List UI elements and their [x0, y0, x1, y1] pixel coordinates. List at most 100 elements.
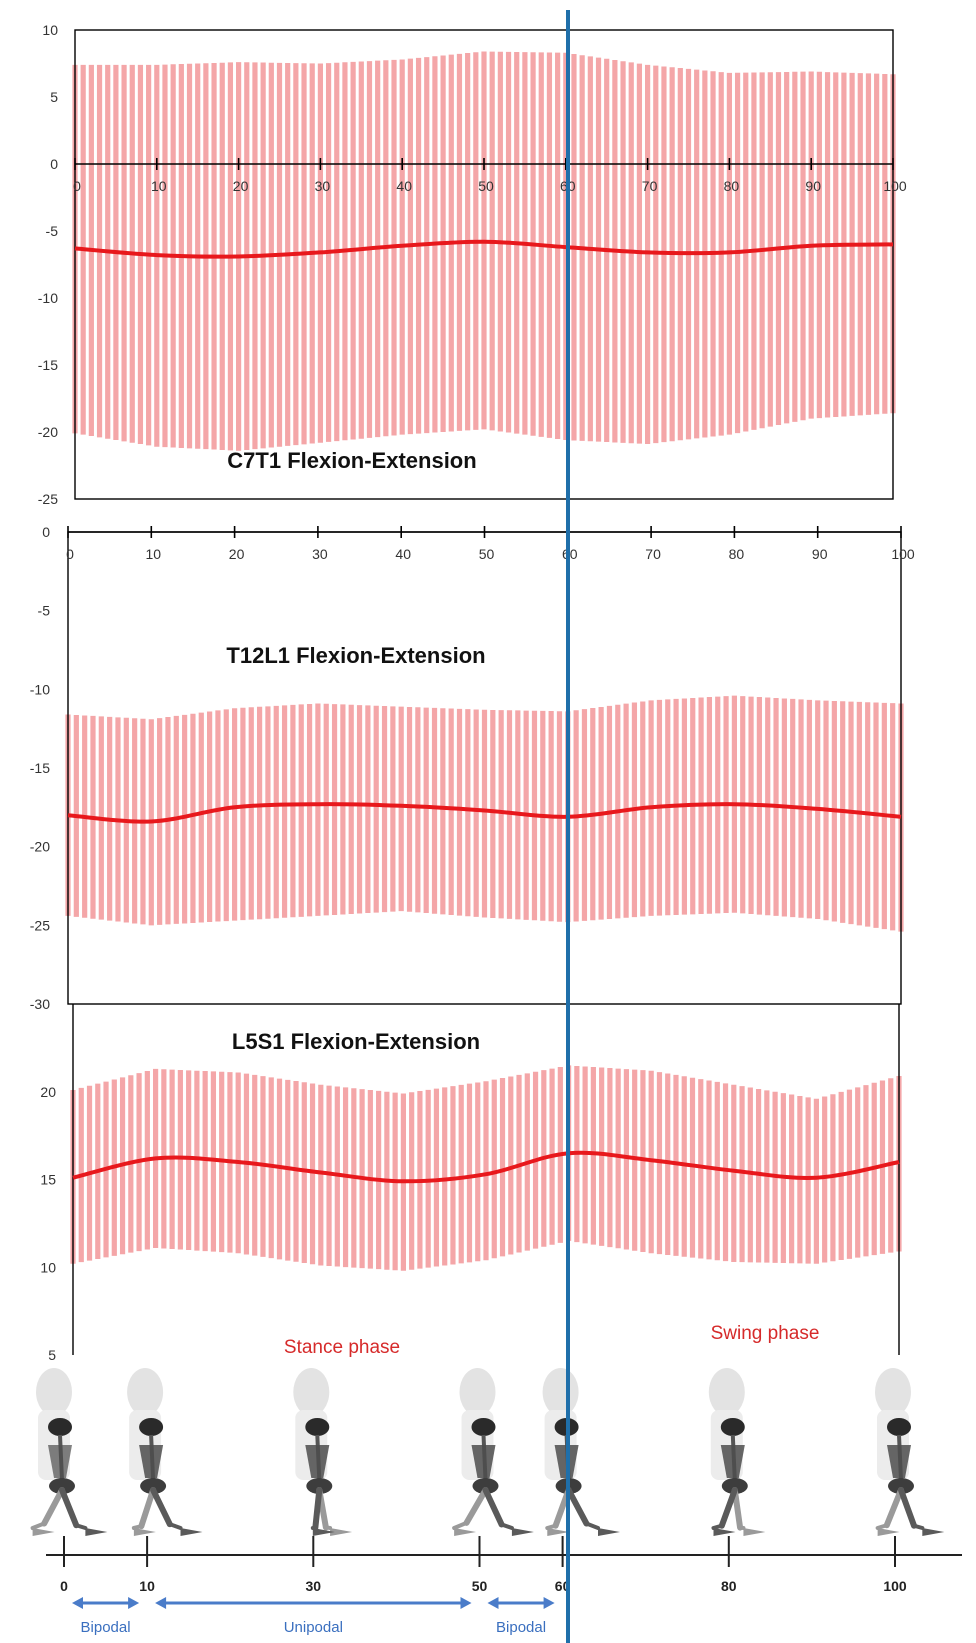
chart-panels: 01020304050607080901001050-5-10-15-20-25… — [30, 22, 915, 1363]
y-tick-label: 5 — [48, 1347, 56, 1363]
y-tick-label: -15 — [38, 357, 58, 373]
skull — [720, 1418, 745, 1436]
plot-frame — [74, 29, 894, 500]
y-tick-label: -5 — [46, 223, 59, 239]
gait-axis-tick-label: 80 — [721, 1578, 737, 1594]
shin-bone — [711, 1523, 724, 1530]
pelvis — [49, 1478, 75, 1494]
foot — [312, 1528, 335, 1536]
x-tick-label: 70 — [645, 546, 661, 562]
x-tick-label: 30 — [312, 546, 328, 562]
x-tick-label: 10 — [146, 546, 162, 562]
x-tick-label: 0 — [66, 546, 74, 562]
foot — [85, 1528, 108, 1536]
walking-figure-5 — [542, 1368, 621, 1536]
stance-phase-label: Stance phase — [284, 1337, 400, 1358]
y-tick-label: -20 — [38, 424, 58, 440]
x-tick-label: 30 — [315, 178, 331, 194]
support-phase-arrow-1: Bipodal — [72, 1597, 140, 1636]
support-phase-arrow-2: Unipodal — [155, 1597, 472, 1636]
chart-title: T12L1 Flexion-Extension — [226, 643, 485, 668]
chart-title: C7T1 Flexion-Extension — [227, 448, 476, 473]
shin-bone — [545, 1523, 558, 1530]
arrow-head-left — [487, 1597, 499, 1609]
skull — [305, 1418, 330, 1436]
ghost-head — [293, 1368, 330, 1416]
pelvis — [721, 1478, 748, 1494]
x-tick-label: 0 — [73, 178, 81, 194]
thigh-bone — [150, 1487, 173, 1528]
y-tick-label: -15 — [30, 760, 50, 776]
thigh-bone — [482, 1487, 505, 1528]
foot — [454, 1528, 477, 1536]
gait-axis-tick-label: 50 — [472, 1578, 488, 1594]
chart-panel-2: 01020304050607080901000-5-10-15-20-25-30… — [30, 524, 915, 1012]
foot — [32, 1528, 55, 1536]
foot — [511, 1528, 534, 1536]
arrow-head-right — [128, 1597, 140, 1609]
thigh-bone — [41, 1487, 65, 1527]
y-tick-label: -25 — [38, 491, 58, 507]
foot — [743, 1528, 766, 1536]
x-tick-label: 70 — [642, 178, 658, 194]
walking-figure-6 — [708, 1368, 766, 1536]
foot — [133, 1528, 156, 1536]
thigh-bone — [59, 1487, 80, 1529]
shin-bone — [584, 1521, 601, 1530]
x-tick-label: 50 — [478, 178, 494, 194]
thigh-bone — [312, 1487, 323, 1531]
thigh-bone — [883, 1487, 904, 1529]
pelvis — [140, 1478, 167, 1494]
ghost-head — [875, 1368, 911, 1416]
y-tick-label: -10 — [38, 290, 58, 306]
arrow-head-left — [155, 1597, 167, 1609]
walking-figure-1 — [30, 1368, 108, 1536]
gait-axis-tick-label: 100 — [883, 1578, 907, 1594]
foot — [713, 1528, 736, 1536]
shin-bone — [167, 1522, 183, 1530]
gait-axis-tick-label: 10 — [139, 1578, 155, 1594]
ghost-head — [708, 1368, 745, 1416]
y-tick-label: 0 — [50, 156, 58, 172]
ribcage — [48, 1445, 72, 1478]
ribcage — [139, 1445, 164, 1478]
chart-panel-3: 20 15 10 5 L5S1 Flexion-Extension — [40, 1004, 902, 1363]
thigh-bone — [898, 1487, 917, 1529]
shin-bone — [323, 1525, 333, 1530]
support-phase-label: Bipodal — [81, 1619, 131, 1636]
y-tick-label: -10 — [30, 681, 50, 697]
support-phase-arrow-3: Bipodal — [487, 1597, 555, 1636]
phase-labels: Stance phase Swing phase — [284, 1323, 820, 1358]
pelvis — [888, 1478, 914, 1494]
foot — [922, 1528, 945, 1536]
ghost-head — [36, 1368, 72, 1416]
x-tick-label: 10 — [151, 178, 167, 194]
y-tick-label: 5 — [50, 89, 58, 105]
pelvis — [472, 1478, 499, 1494]
swing-phase-label: Swing phase — [711, 1323, 820, 1344]
thigh-bone — [463, 1487, 489, 1526]
shin-bone — [875, 1523, 889, 1530]
foot — [547, 1528, 570, 1536]
y-tick-label: 10 — [42, 22, 58, 38]
ribcage — [887, 1445, 911, 1478]
thigh-bone — [138, 1487, 157, 1530]
walking-figure-3 — [293, 1368, 353, 1536]
mean-line — [72, 1150, 900, 1184]
ribcage — [720, 1445, 745, 1478]
shin-bone — [499, 1522, 514, 1530]
x-tick-label: 100 — [891, 546, 915, 562]
x-tick-label: 100 — [883, 178, 907, 194]
walking-figure-2 — [127, 1368, 203, 1536]
shin-bone — [74, 1523, 88, 1530]
arrow-head-left — [72, 1597, 83, 1609]
x-tick-label: 90 — [805, 178, 821, 194]
arrow-head-right — [460, 1597, 472, 1609]
walking-figure-7 — [875, 1368, 945, 1536]
ghost-head — [127, 1368, 164, 1416]
support-phase-label: Bipodal — [496, 1619, 546, 1636]
walking-figures — [30, 1368, 945, 1536]
thigh-bone — [718, 1487, 738, 1529]
gait-axis-tick-label: 30 — [306, 1578, 322, 1594]
shin-bone — [452, 1520, 469, 1530]
